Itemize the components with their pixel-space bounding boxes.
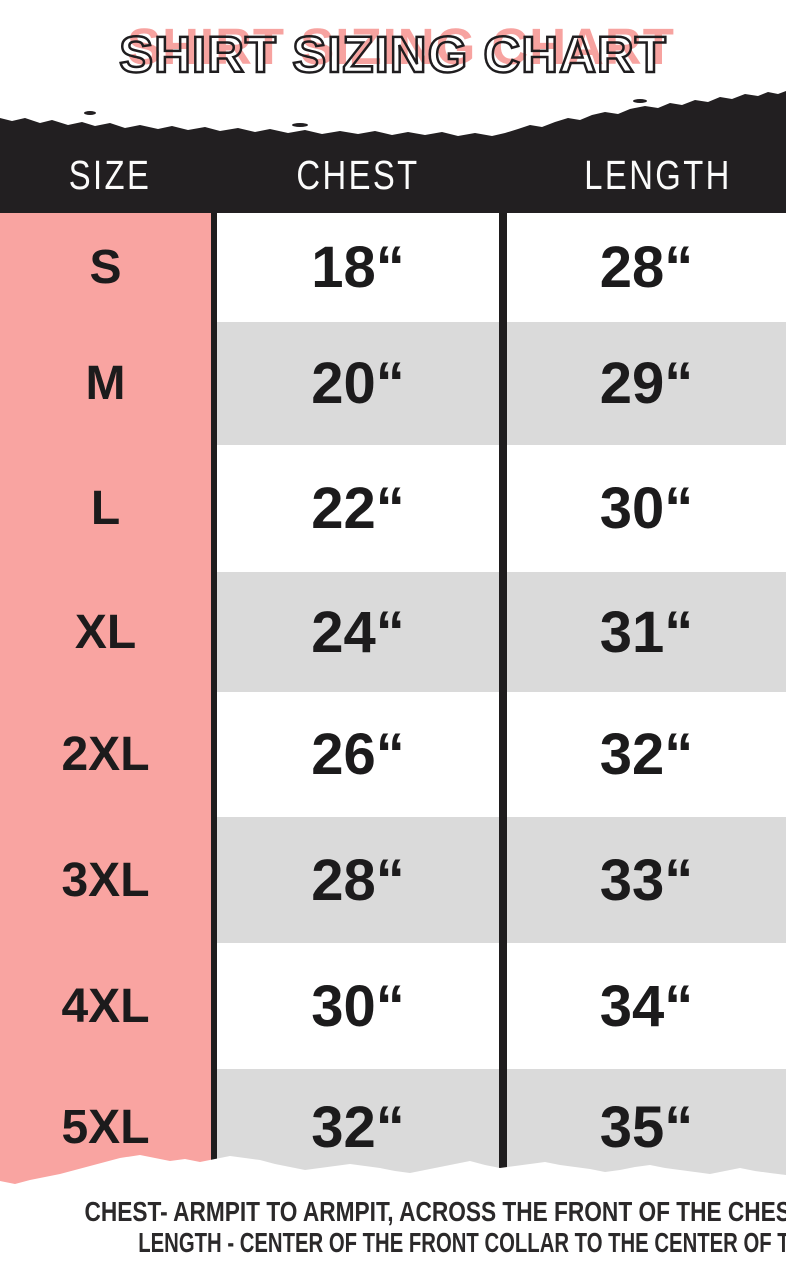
column-header-size: SIZE (68, 152, 152, 198)
table-rows: S 18“ 28“ M 20“ 29“ L 22“ 30“ XL 24“ 31“ 2XL 26“ 32“ 3X… (0, 213, 786, 1185)
page-title: SHIRT SIZING CHART SHIRT SIZING CHART (0, 18, 786, 116)
table-row: S 18“ 28“ (0, 213, 786, 322)
size-cell: L (90, 482, 121, 535)
chest-cell: 22“ (311, 476, 405, 541)
size-cell: 2XL (61, 728, 150, 781)
chest-cell: 24“ (311, 599, 405, 665)
chest-cell: 30“ (311, 973, 405, 1039)
page-title-outline: SHIRT SIZING CHART (118, 25, 667, 85)
length-cell: 34“ (599, 973, 694, 1039)
column-header-length: LENGTH (584, 152, 732, 198)
table-row: 4XL 30“ 34“ (0, 943, 786, 1069)
table-header-band: SIZE CHEST LENGTH (0, 85, 786, 213)
size-cell: S (89, 241, 122, 294)
footer-note-chest: CHEST- ARMPIT TO ARMPIT, ACROSS THE FRON… (84, 1196, 786, 1227)
length-cell: 31“ (599, 599, 694, 665)
table-row: 2XL 26“ 32“ (0, 692, 786, 817)
length-cell: 35“ (599, 1094, 694, 1160)
chest-cell: 18“ (311, 235, 405, 300)
page-title-fill: SHIRT SIZING CHART (127, 18, 675, 75)
table-row: L 22“ 30“ (0, 445, 786, 572)
size-cell: 5XL (61, 1100, 150, 1154)
torn-edge-top-graphic (0, 91, 786, 213)
table-row: 5XL 32“ 35“ (0, 1069, 786, 1185)
chest-cell: 20“ (311, 351, 405, 416)
chest-cell: 26“ (311, 722, 405, 787)
column-divider-1 (211, 213, 217, 1185)
length-cell: 30“ (599, 476, 694, 541)
table-row: XL 24“ 31“ (0, 572, 786, 692)
table-row: 3XL 28“ 33“ (0, 817, 786, 943)
length-cell: 29“ (599, 351, 694, 416)
length-cell: 28“ (599, 235, 694, 300)
column-header-chest: CHEST (296, 152, 420, 198)
chest-cell: 32“ (311, 1094, 405, 1160)
size-cell: M (85, 357, 126, 410)
column-divider-2 (499, 213, 507, 1185)
size-cell: 4XL (61, 979, 150, 1033)
table-row: M 20“ 29“ (0, 322, 786, 445)
sizing-table: S 18“ 28“ M 20“ 29“ L 22“ 30“ XL 24“ 31“ 2XL 26“ 32“ 3X… (0, 213, 786, 1185)
length-cell: 33“ (599, 847, 694, 913)
size-column-background (0, 213, 211, 1185)
size-cell: XL (74, 605, 137, 659)
length-cell: 32“ (599, 722, 694, 787)
footer-note-length: LENGTH - CENTER OF THE FRONT COLLAR TO T… (138, 1227, 786, 1258)
torn-edge-bottom-graphic (0, 1140, 786, 1202)
chest-cell: 28“ (311, 847, 405, 913)
size-cell: 3XL (61, 853, 150, 907)
measurement-notes: CHEST- ARMPIT TO ARMPIT, ACROSS THE FRON… (0, 1196, 786, 1258)
